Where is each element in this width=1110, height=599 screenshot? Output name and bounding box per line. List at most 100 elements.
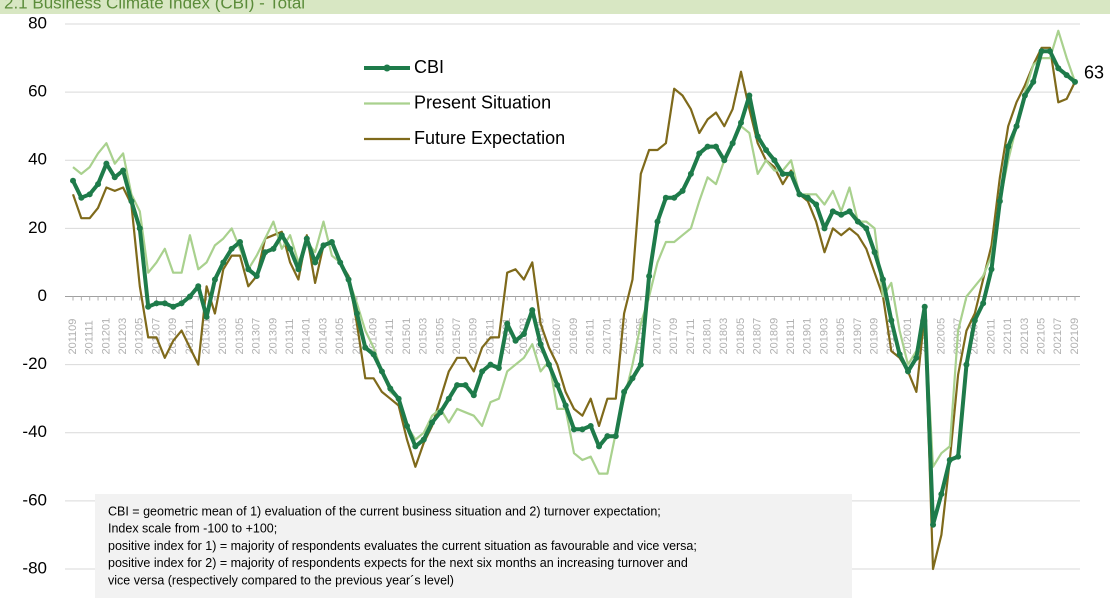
point [988,266,995,273]
point [838,211,845,218]
plot: 63 [70,29,1104,571]
point [637,361,644,368]
legend-label: Present Situation [414,92,551,112]
point [905,368,911,375]
x-tick-label: 201809 [768,318,780,355]
x-tick-label: 201203 [117,318,129,355]
point [654,218,661,225]
point [462,382,469,389]
point [863,225,870,232]
x-tick-label: 201301 [201,318,213,355]
legend-label: CBI [414,57,444,77]
x-tick-label: 202105 [1036,318,1048,355]
point [879,276,886,283]
x-tick-label: 201303 [217,318,229,355]
point [779,170,786,177]
x-tick-label: 202109 [1069,318,1081,355]
legend-label: Future Expectation [414,128,565,148]
point [362,344,369,351]
point [1038,48,1045,55]
point [896,351,903,358]
point [278,232,285,239]
x-tick-label: 201305 [234,318,246,355]
x-tick-label: 201811 [785,319,797,355]
x-tick-label: 201109 [67,319,79,355]
point [621,388,628,395]
point [270,245,277,252]
point [604,433,611,440]
x-tick-label: 201211 [184,319,196,355]
point [629,375,636,382]
point [303,235,310,242]
point [571,426,577,433]
point [170,303,177,310]
point [754,133,761,140]
point [454,382,461,389]
point [921,303,928,310]
y-tick-label: -80 [22,558,47,577]
point [228,245,235,252]
point [963,361,970,368]
point [738,119,744,126]
point [646,273,653,280]
point [337,259,344,266]
data-label: 63 [1084,63,1104,83]
point [996,198,1003,205]
point [821,225,828,232]
point [980,300,987,307]
x-tick-label: 201503 [418,318,430,355]
point [712,143,719,150]
point [470,392,477,399]
x-tick-label: 201311 [284,319,296,355]
point [804,194,811,201]
x-tick-label: 201401 [301,318,313,355]
point [721,157,728,164]
point [420,436,427,443]
point [153,300,160,307]
point [854,218,861,225]
point [504,320,511,327]
point [946,457,953,463]
point [846,208,853,215]
point [245,266,252,273]
point [262,249,269,256]
point [1030,78,1037,85]
x-tick-label: 201609 [568,318,580,355]
x-tick-label: 201909 [869,318,881,355]
point [178,300,185,307]
point [1055,65,1062,72]
point [554,382,561,389]
point [696,150,703,157]
point [913,354,920,361]
point [186,293,193,300]
point [320,242,327,249]
point [1005,143,1012,150]
point [971,317,978,324]
x-tick-label: 202101 [1002,318,1014,355]
point [145,303,152,310]
point [429,419,436,426]
point [103,160,110,167]
x-tick-label: 201405 [334,318,346,355]
point [95,181,102,188]
point [763,147,770,154]
point [1072,78,1078,85]
point [312,259,319,266]
point [746,92,753,99]
chart-title: 2.1 Business Climate Index (CBI) - Total [4,0,305,12]
point [512,337,519,344]
x-tick-label: 202001 [902,318,914,355]
x-tick-label: 202103 [1019,318,1031,355]
point [295,266,302,273]
x-tick-label: 201507 [451,318,463,355]
x-axis: -80 -60 -40 -20 0 20 40 60 80 201109 201111 201201 2… [22,13,1080,577]
y-tick-label: 0 [38,286,47,305]
point [345,276,352,283]
note-line: positive index for 2) = majority of resp… [108,556,688,570]
note-line: vice versa (respectively compared to the… [108,573,454,587]
note-line: CBI = geometric mean of 1) evaluation of… [108,504,661,518]
point [70,177,76,184]
point [378,368,385,375]
point [437,409,444,416]
